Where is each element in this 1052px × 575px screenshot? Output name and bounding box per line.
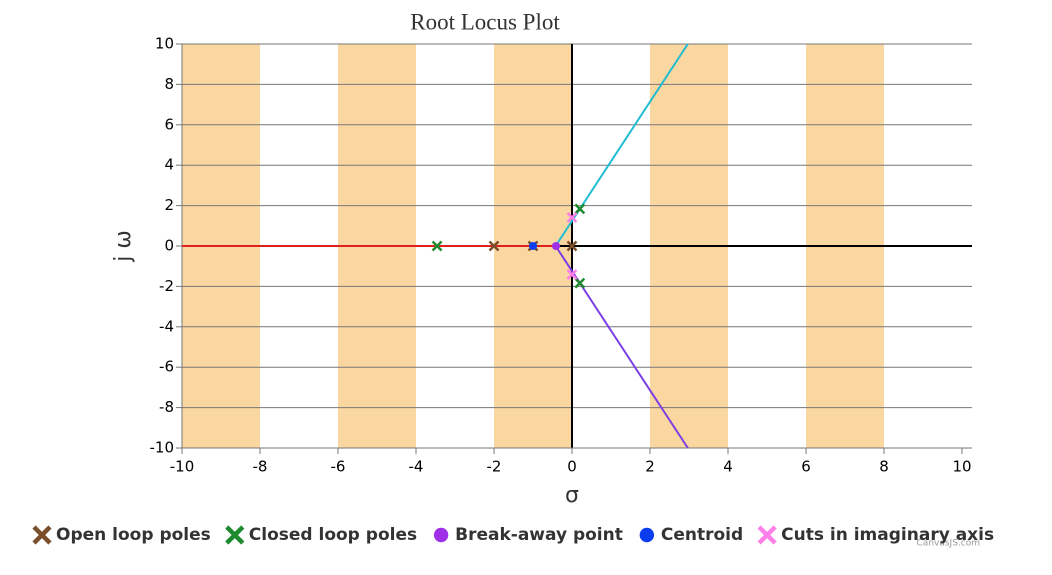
x-tick-label: 2 xyxy=(645,458,655,476)
legend-label: Closed loop poles xyxy=(249,525,417,545)
y-tick-label: -8 xyxy=(159,398,174,416)
y-tick-label: 2 xyxy=(164,196,174,214)
legend-label: Break-away point xyxy=(455,525,623,545)
x-axis-title: σ xyxy=(565,483,579,508)
credit: CanvasJS.com xyxy=(917,539,980,549)
x-tick-label: -2 xyxy=(487,458,502,476)
point xyxy=(431,240,443,252)
legend-marker xyxy=(225,525,245,545)
y-tick-label: 6 xyxy=(164,115,174,133)
legend-marker xyxy=(757,525,777,545)
x-tick-label: 4 xyxy=(723,458,733,476)
y-tick-label: -6 xyxy=(159,358,174,376)
point xyxy=(488,240,500,252)
x-tick-label: 10 xyxy=(952,458,971,476)
chart-title: Root Locus Plot xyxy=(410,9,560,34)
point xyxy=(574,277,586,289)
y-tick-label: -2 xyxy=(159,277,174,295)
legend-marker xyxy=(639,527,655,543)
x-tick-label: -6 xyxy=(331,458,346,476)
legend-label: Cuts in imaginary axis xyxy=(781,525,994,545)
y-tick-label: 8 xyxy=(164,75,174,93)
y-axis-title: j ω xyxy=(111,230,136,263)
x-tick-label: 8 xyxy=(879,458,889,476)
point xyxy=(566,269,578,280)
x-tick-label: 6 xyxy=(801,458,811,476)
x-tick-label: 0 xyxy=(567,458,577,476)
legend-label: Open loop poles xyxy=(56,525,211,545)
point xyxy=(566,212,578,223)
y-tick-label: 10 xyxy=(155,35,174,53)
point xyxy=(574,203,586,215)
y-tick-label: -10 xyxy=(150,439,175,457)
point xyxy=(528,241,538,251)
legend-label: Centroid xyxy=(661,525,743,545)
point xyxy=(551,241,561,251)
y-tick-label: 0 xyxy=(164,237,174,255)
legend-marker xyxy=(32,525,52,545)
y-tick-label: -4 xyxy=(159,317,174,335)
x-tick-label: -10 xyxy=(170,458,195,476)
legend-marker xyxy=(433,527,449,543)
y-tick-label: 4 xyxy=(164,156,174,174)
x-tick-label: -4 xyxy=(409,458,424,476)
point xyxy=(566,240,578,252)
x-tick-label: -8 xyxy=(253,458,268,476)
